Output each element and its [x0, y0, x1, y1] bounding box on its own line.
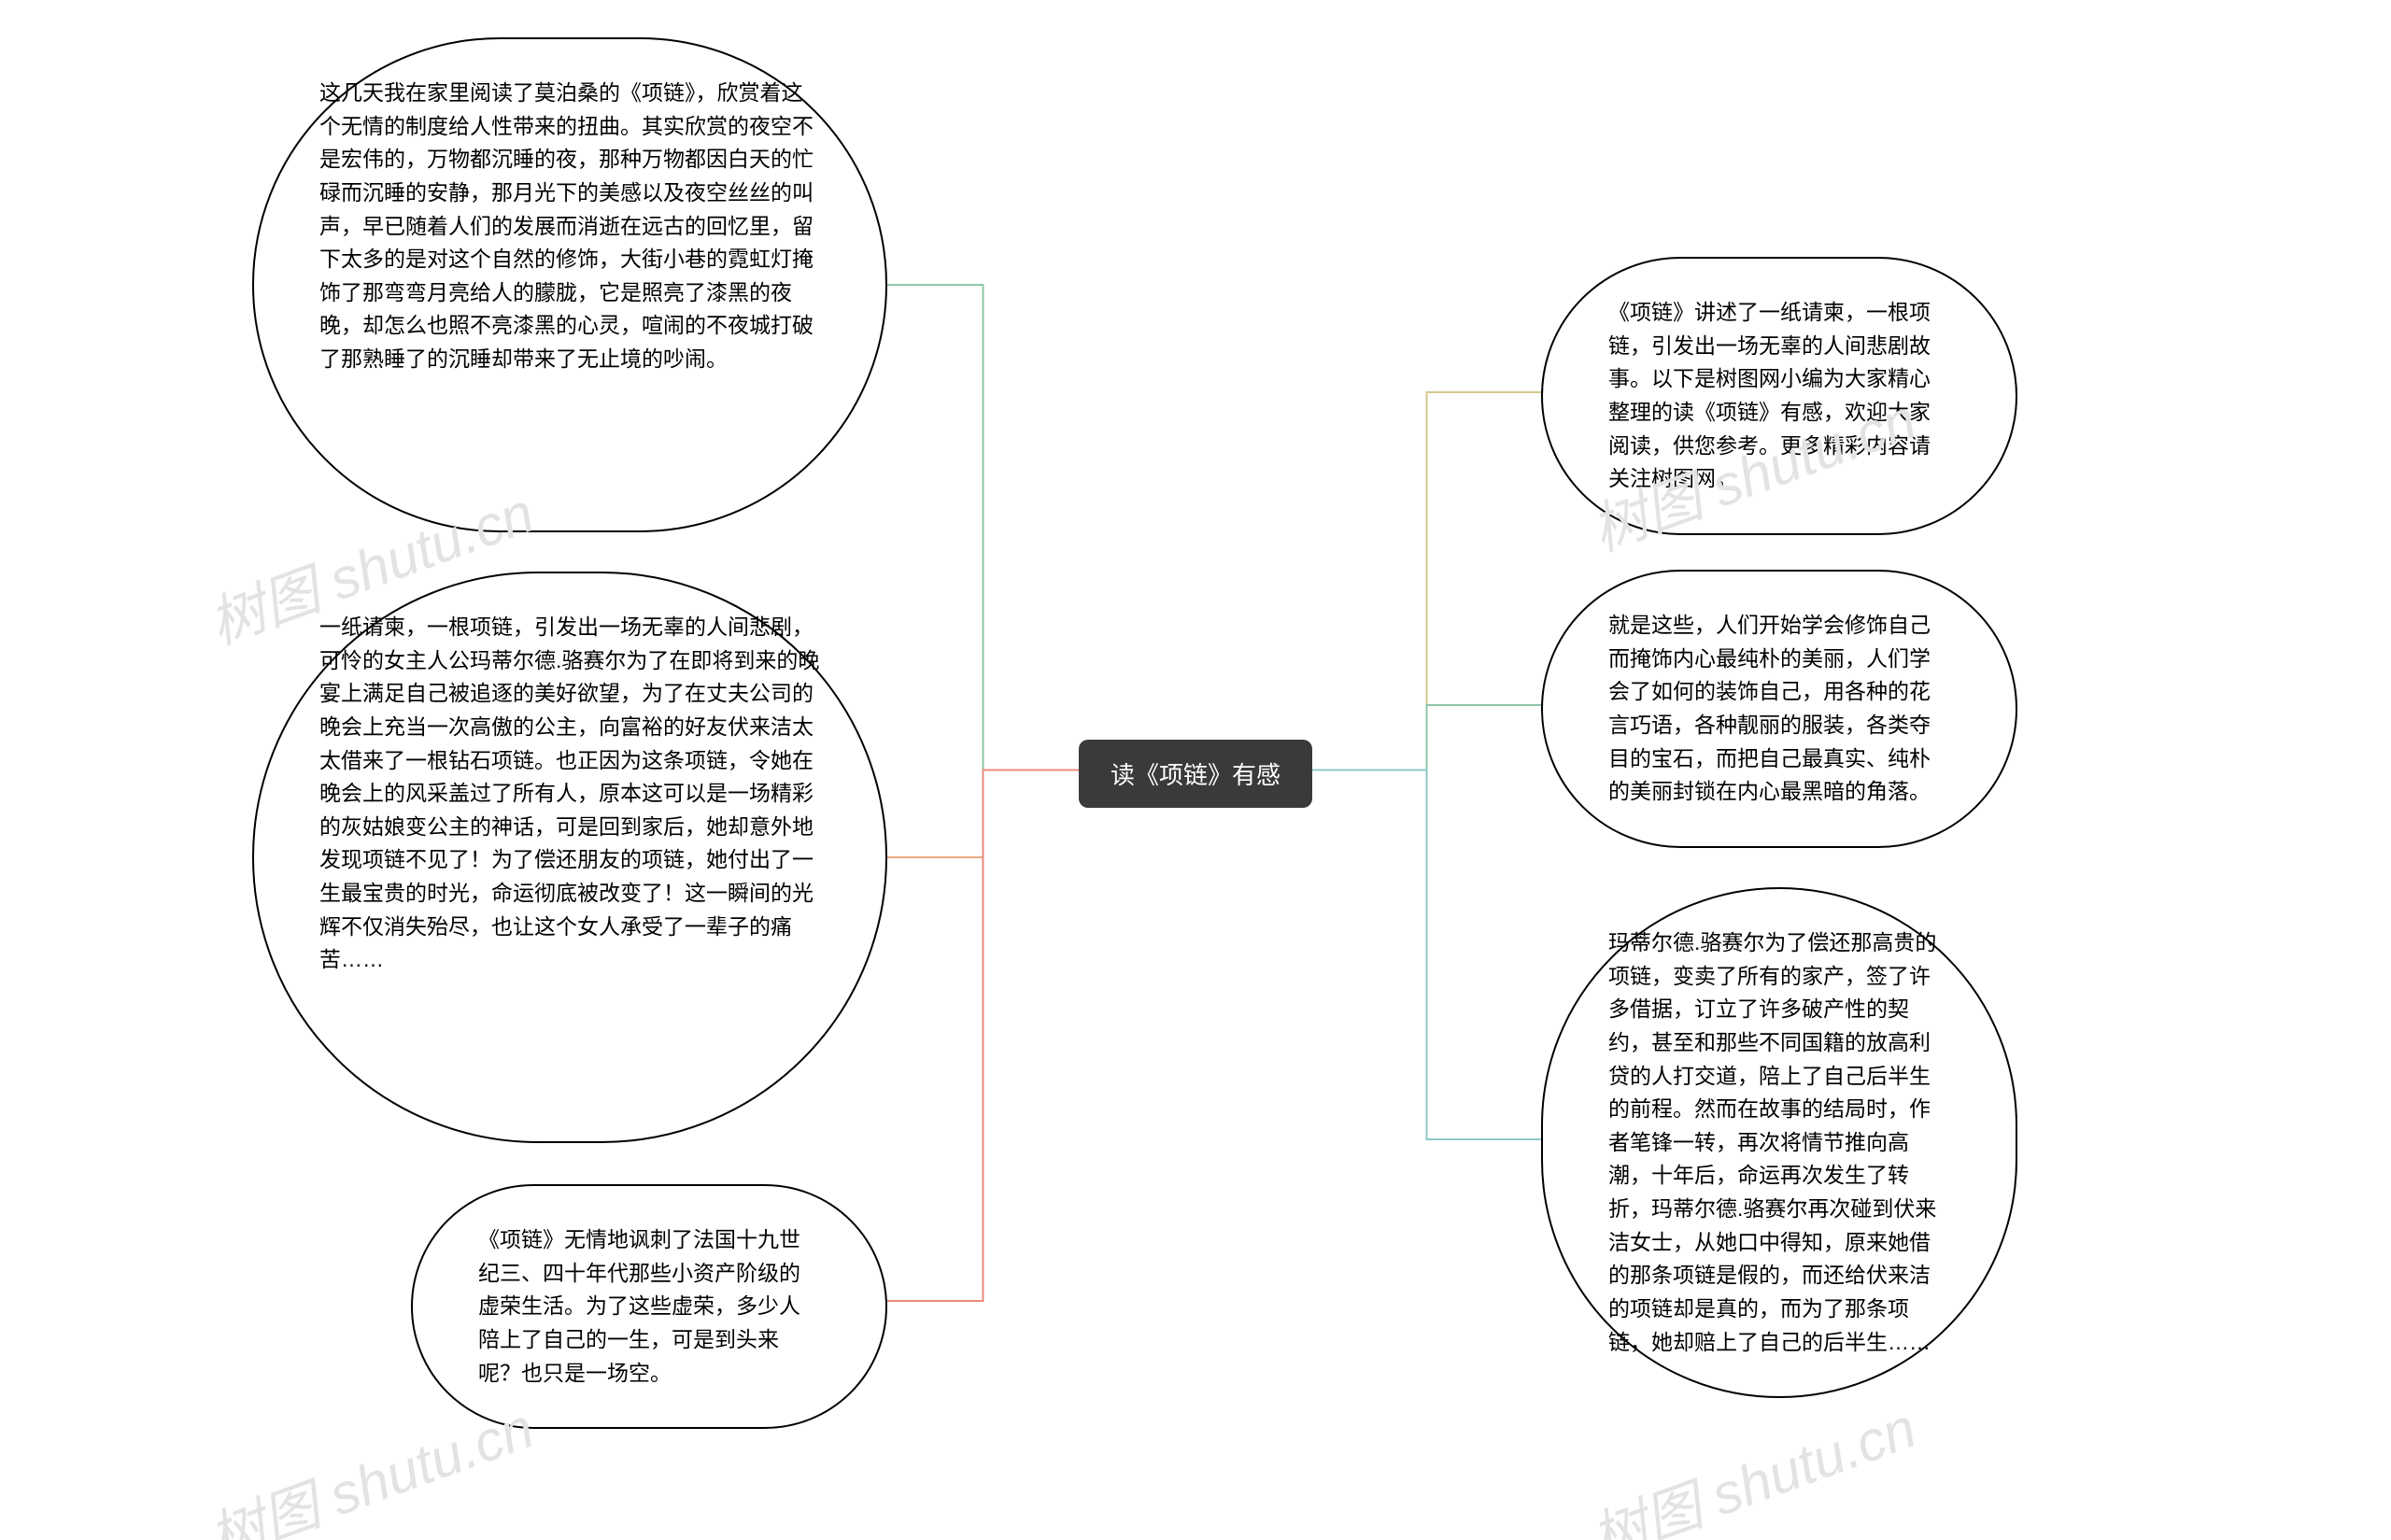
center-node: 读《项链》有感 [1079, 740, 1312, 808]
left-node-0: 这几天我在家里阅读了莫泊桑的《项链》，欣赏着这个无情的制度给人性带来的扭曲。其实… [252, 37, 887, 532]
right-node-0: 《项链》讲述了一纸请柬，一根项链，引发出一场无辜的人间悲剧故事。以下是树图网小编… [1541, 257, 2017, 535]
left-node-1: 一纸请柬，一根项链，引发出一场无辜的人间悲剧，可怜的女主人公玛蒂尔德.骆赛尔为了… [252, 572, 887, 1143]
watermark-3: 树图 shutu.cn [1578, 1383, 1925, 1540]
right-node-2: 玛蒂尔德.骆赛尔为了偿还那高贵的项链，变卖了所有的家产，签了许多借据，订立了许多… [1541, 887, 2017, 1398]
left-node-2: 《项链》无情地讽刺了法国十九世纪三、四十年代那些小资产阶级的虚荣生活。为了这些虚… [411, 1184, 887, 1429]
right-node-1: 就是这些，人们开始学会修饰自己而掩饰内心最纯朴的美丽，人们学会了如何的装饰自己，… [1541, 570, 2017, 848]
